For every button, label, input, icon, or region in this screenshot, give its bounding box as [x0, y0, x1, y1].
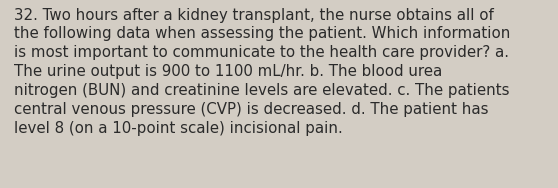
- Text: 32. Two hours after a kidney transplant, the nurse obtains all of
the following : 32. Two hours after a kidney transplant,…: [14, 8, 511, 136]
